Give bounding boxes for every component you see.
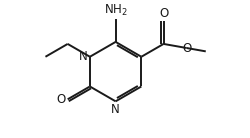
Text: O: O (56, 93, 66, 106)
Text: NH$_2$: NH$_2$ (104, 3, 128, 18)
Text: O: O (159, 7, 168, 20)
Text: O: O (182, 42, 191, 55)
Text: N: N (111, 103, 120, 116)
Text: N: N (79, 50, 88, 63)
